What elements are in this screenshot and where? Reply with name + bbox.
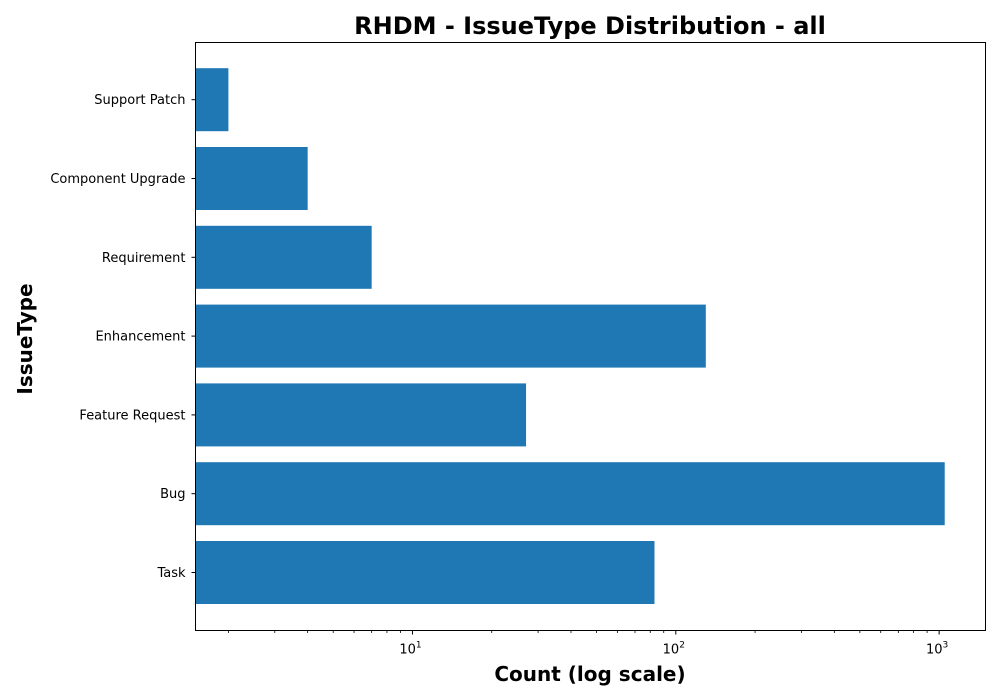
chart-title: RHDM - IssueType Distribution - all (354, 12, 826, 40)
bars-group (195, 68, 945, 604)
x-axis-ticks: 101 102 103 (228, 630, 948, 658)
bar-bug (195, 462, 945, 526)
x-tick-label-100: 102 (663, 641, 685, 658)
bar-requirement (195, 225, 372, 289)
y-tick-label-support-patch: Support Patch (94, 93, 185, 108)
x-tick-label-10: 101 (399, 641, 421, 658)
bar-component-upgrade (195, 147, 308, 210)
y-tick-label-component-upgrade: Component Upgrade (50, 172, 185, 187)
bar-enhancement (195, 304, 706, 368)
bar-support-patch (195, 68, 229, 132)
y-tick-label-bug: Bug (160, 487, 185, 502)
y-tick-label-requirement: Requirement (102, 251, 186, 266)
plot-frame (195, 42, 986, 631)
y-tick-label-feature-request: Feature Request (79, 408, 185, 423)
y-axis-title: IssueType (13, 283, 37, 394)
x-axis-title: Count (log scale) (494, 662, 685, 686)
y-tick-label-task: Task (156, 566, 186, 581)
y-axis-ticks: Task Bug Feature Request Enhancement Require… (50, 93, 196, 581)
y-tick-label-enhancement: Enhancement (95, 330, 185, 345)
x-tick-label-1000: 103 (926, 641, 948, 658)
bar-task (195, 541, 655, 604)
bar-feature-request (195, 383, 527, 447)
